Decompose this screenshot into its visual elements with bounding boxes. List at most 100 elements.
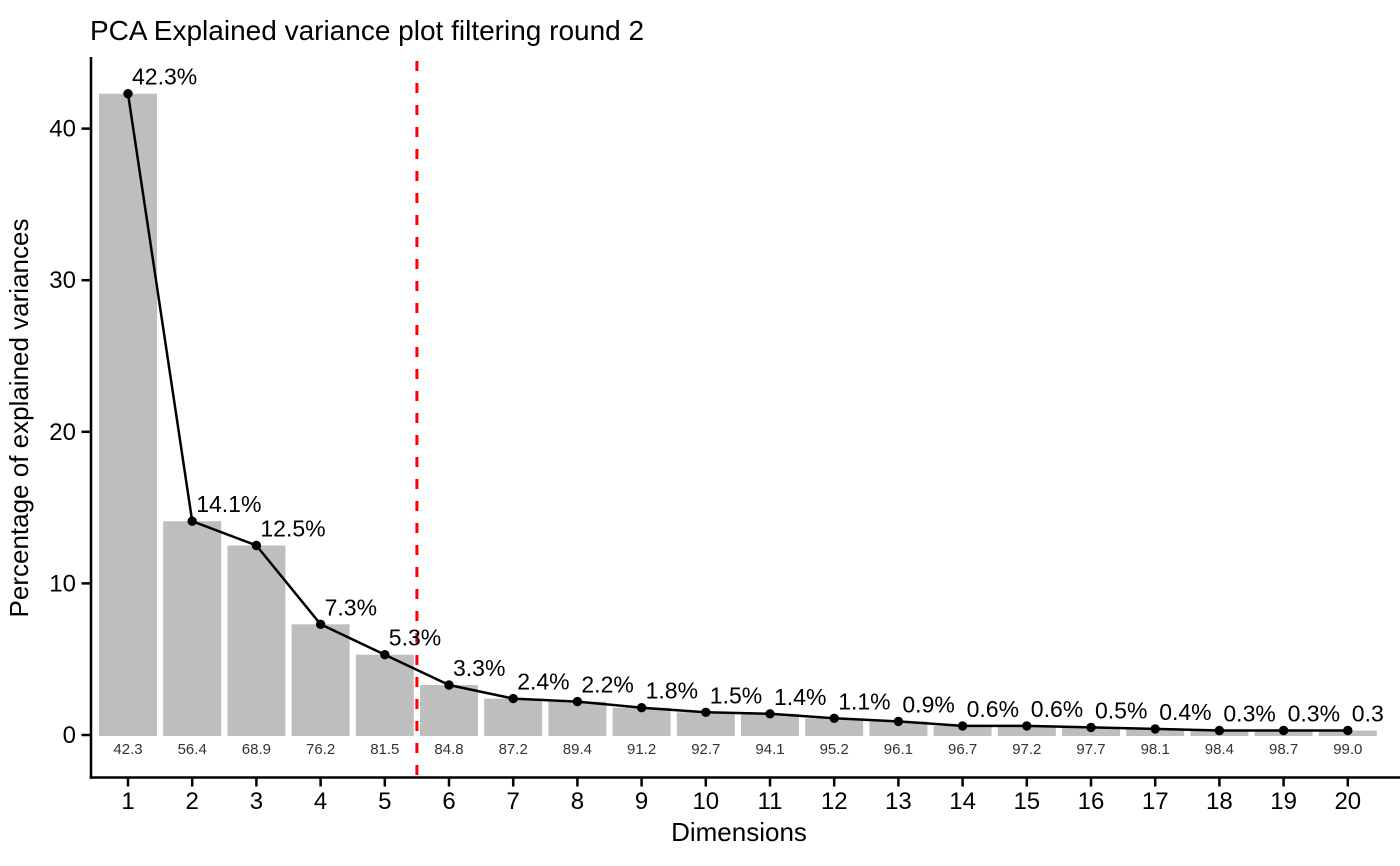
y-tick-label: 20 bbox=[49, 419, 76, 446]
x-tick-label: 17 bbox=[1142, 788, 1169, 815]
variance-bars bbox=[99, 93, 1377, 736]
cumulative-label: 68.9 bbox=[242, 741, 271, 758]
point-percentage-label: 1.8% bbox=[646, 678, 698, 704]
variance-point bbox=[1022, 721, 1032, 731]
cumulative-label: 98.4 bbox=[1205, 741, 1234, 758]
point-percentage-label: 0.6% bbox=[967, 696, 1019, 722]
variance-points bbox=[123, 89, 1353, 736]
variance-bar bbox=[99, 93, 157, 736]
x-tick-label: 18 bbox=[1206, 788, 1233, 815]
x-tick-label: 5 bbox=[378, 788, 391, 815]
cumulative-label: 81.5 bbox=[370, 741, 399, 758]
x-axis-ticks: 1 2 3 4 5 6 7 8 9 10 11 12 13 14 15 16 17 18 19 20 bbox=[121, 777, 1361, 815]
variance-bar bbox=[741, 713, 799, 736]
cumulative-label: 92.7 bbox=[691, 741, 720, 758]
point-percentage-label: 12.5% bbox=[260, 516, 325, 542]
cumulative-percentage-labels: 42.3 56.4 68.9 76.2 81.5 84.8 87.2 89.4 91.2 92.7… bbox=[113, 741, 1362, 758]
point-percentage-label: 14.1% bbox=[196, 491, 261, 517]
cumulative-label: 96.7 bbox=[948, 741, 977, 758]
variance-point bbox=[380, 650, 390, 660]
point-percentage-label: 0.9% bbox=[902, 691, 954, 717]
variance-point bbox=[636, 703, 647, 713]
x-tick-label: 19 bbox=[1270, 788, 1297, 815]
point-percentage-label: 0.6% bbox=[1031, 696, 1083, 722]
variance-bar bbox=[997, 725, 1056, 736]
x-tick-label: 15 bbox=[1013, 788, 1040, 815]
point-percentage-label: 1.5% bbox=[710, 682, 762, 708]
x-tick-label: 16 bbox=[1078, 788, 1105, 815]
variance-point bbox=[123, 89, 133, 99]
variance-point bbox=[315, 619, 326, 629]
variance-bar bbox=[548, 701, 607, 736]
variance-point bbox=[829, 713, 839, 723]
cumulative-label: 97.2 bbox=[1012, 741, 1041, 758]
cumulative-label: 96.1 bbox=[884, 741, 913, 758]
x-tick-label: 2 bbox=[186, 788, 199, 815]
variance-bar bbox=[869, 721, 928, 736]
point-percentage-label: 2.2% bbox=[581, 672, 633, 698]
x-tick-label: 14 bbox=[949, 788, 976, 815]
x-tick-label: 3 bbox=[250, 788, 263, 815]
variance-line bbox=[126, 92, 1350, 732]
x-tick-label: 9 bbox=[635, 788, 648, 815]
variance-point bbox=[251, 540, 262, 551]
cumulative-label: 99.0 bbox=[1333, 741, 1362, 758]
x-tick-label: 10 bbox=[692, 788, 719, 815]
variance-point bbox=[187, 516, 197, 526]
cumulative-label: 89.4 bbox=[563, 741, 592, 758]
variance-bar bbox=[163, 521, 222, 736]
variance-bar bbox=[933, 725, 992, 736]
x-tick-label: 20 bbox=[1334, 788, 1361, 815]
variance-bar bbox=[805, 718, 864, 736]
x-tick-label: 7 bbox=[507, 788, 520, 815]
variance-bar bbox=[291, 624, 350, 736]
chart-title: PCA Explained variance plot filtering ro… bbox=[90, 15, 644, 46]
point-percentage-label: 0.3% bbox=[1288, 701, 1340, 727]
variance-point bbox=[444, 680, 454, 690]
x-tick-label: 1 bbox=[121, 788, 134, 815]
variance-point bbox=[957, 721, 968, 731]
x-tick-label: 4 bbox=[314, 788, 327, 815]
variance-point bbox=[1086, 722, 1096, 733]
cumulative-label: 56.4 bbox=[178, 741, 207, 758]
point-percentage-label: 0.4% bbox=[1159, 699, 1211, 725]
y-axis-ticks: 0 10 20 30 40 bbox=[49, 116, 90, 749]
y-tick-label: 30 bbox=[49, 267, 76, 294]
variance-point bbox=[765, 709, 775, 719]
variance-bar bbox=[612, 707, 671, 736]
cumulative-label: 87.2 bbox=[499, 741, 528, 758]
variance-point bbox=[508, 693, 518, 704]
point-percentage-label: 42.3% bbox=[132, 64, 197, 90]
x-tick-label: 8 bbox=[571, 788, 584, 815]
cumulative-label: 42.3 bbox=[113, 741, 142, 758]
variance-bar bbox=[484, 698, 543, 736]
point-percentage-label: 5.3% bbox=[389, 625, 441, 651]
y-tick-label: 10 bbox=[49, 570, 76, 597]
point-percentage-label: 0.5% bbox=[1095, 697, 1147, 723]
cumulative-label: 91.2 bbox=[627, 741, 656, 758]
variance-bar bbox=[355, 654, 414, 736]
y-tick-label: 0 bbox=[63, 722, 76, 749]
cumulative-label: 95.2 bbox=[820, 741, 849, 758]
variance-point bbox=[1343, 725, 1353, 736]
x-tick-label: 13 bbox=[885, 788, 912, 815]
point-percentage-label: 0.3% bbox=[1223, 701, 1275, 727]
variance-bar bbox=[676, 712, 735, 736]
variance-point bbox=[1278, 725, 1289, 736]
point-percentage-label: 1.1% bbox=[838, 688, 890, 714]
cumulative-label: 94.1 bbox=[755, 741, 784, 758]
x-tick-label: 6 bbox=[442, 788, 455, 815]
point-percentage-labels: 42.3% 14.1%12.5% 7.3% 5.3% 3.3% 2.4% 2.2% 1.8% 1… bbox=[132, 64, 1384, 727]
cumulative-label: 98.1 bbox=[1141, 741, 1170, 758]
variance-bar bbox=[227, 545, 286, 736]
variance-point bbox=[1214, 725, 1225, 736]
point-percentage-label: 3.3% bbox=[453, 655, 505, 681]
point-percentage-label: 7.3% bbox=[325, 594, 377, 620]
point-percentage-label: 0.3 bbox=[1352, 701, 1384, 727]
variance-point bbox=[1150, 724, 1160, 734]
point-percentage-label: 2.4% bbox=[517, 669, 569, 695]
cumulative-label: 98.7 bbox=[1269, 741, 1298, 758]
